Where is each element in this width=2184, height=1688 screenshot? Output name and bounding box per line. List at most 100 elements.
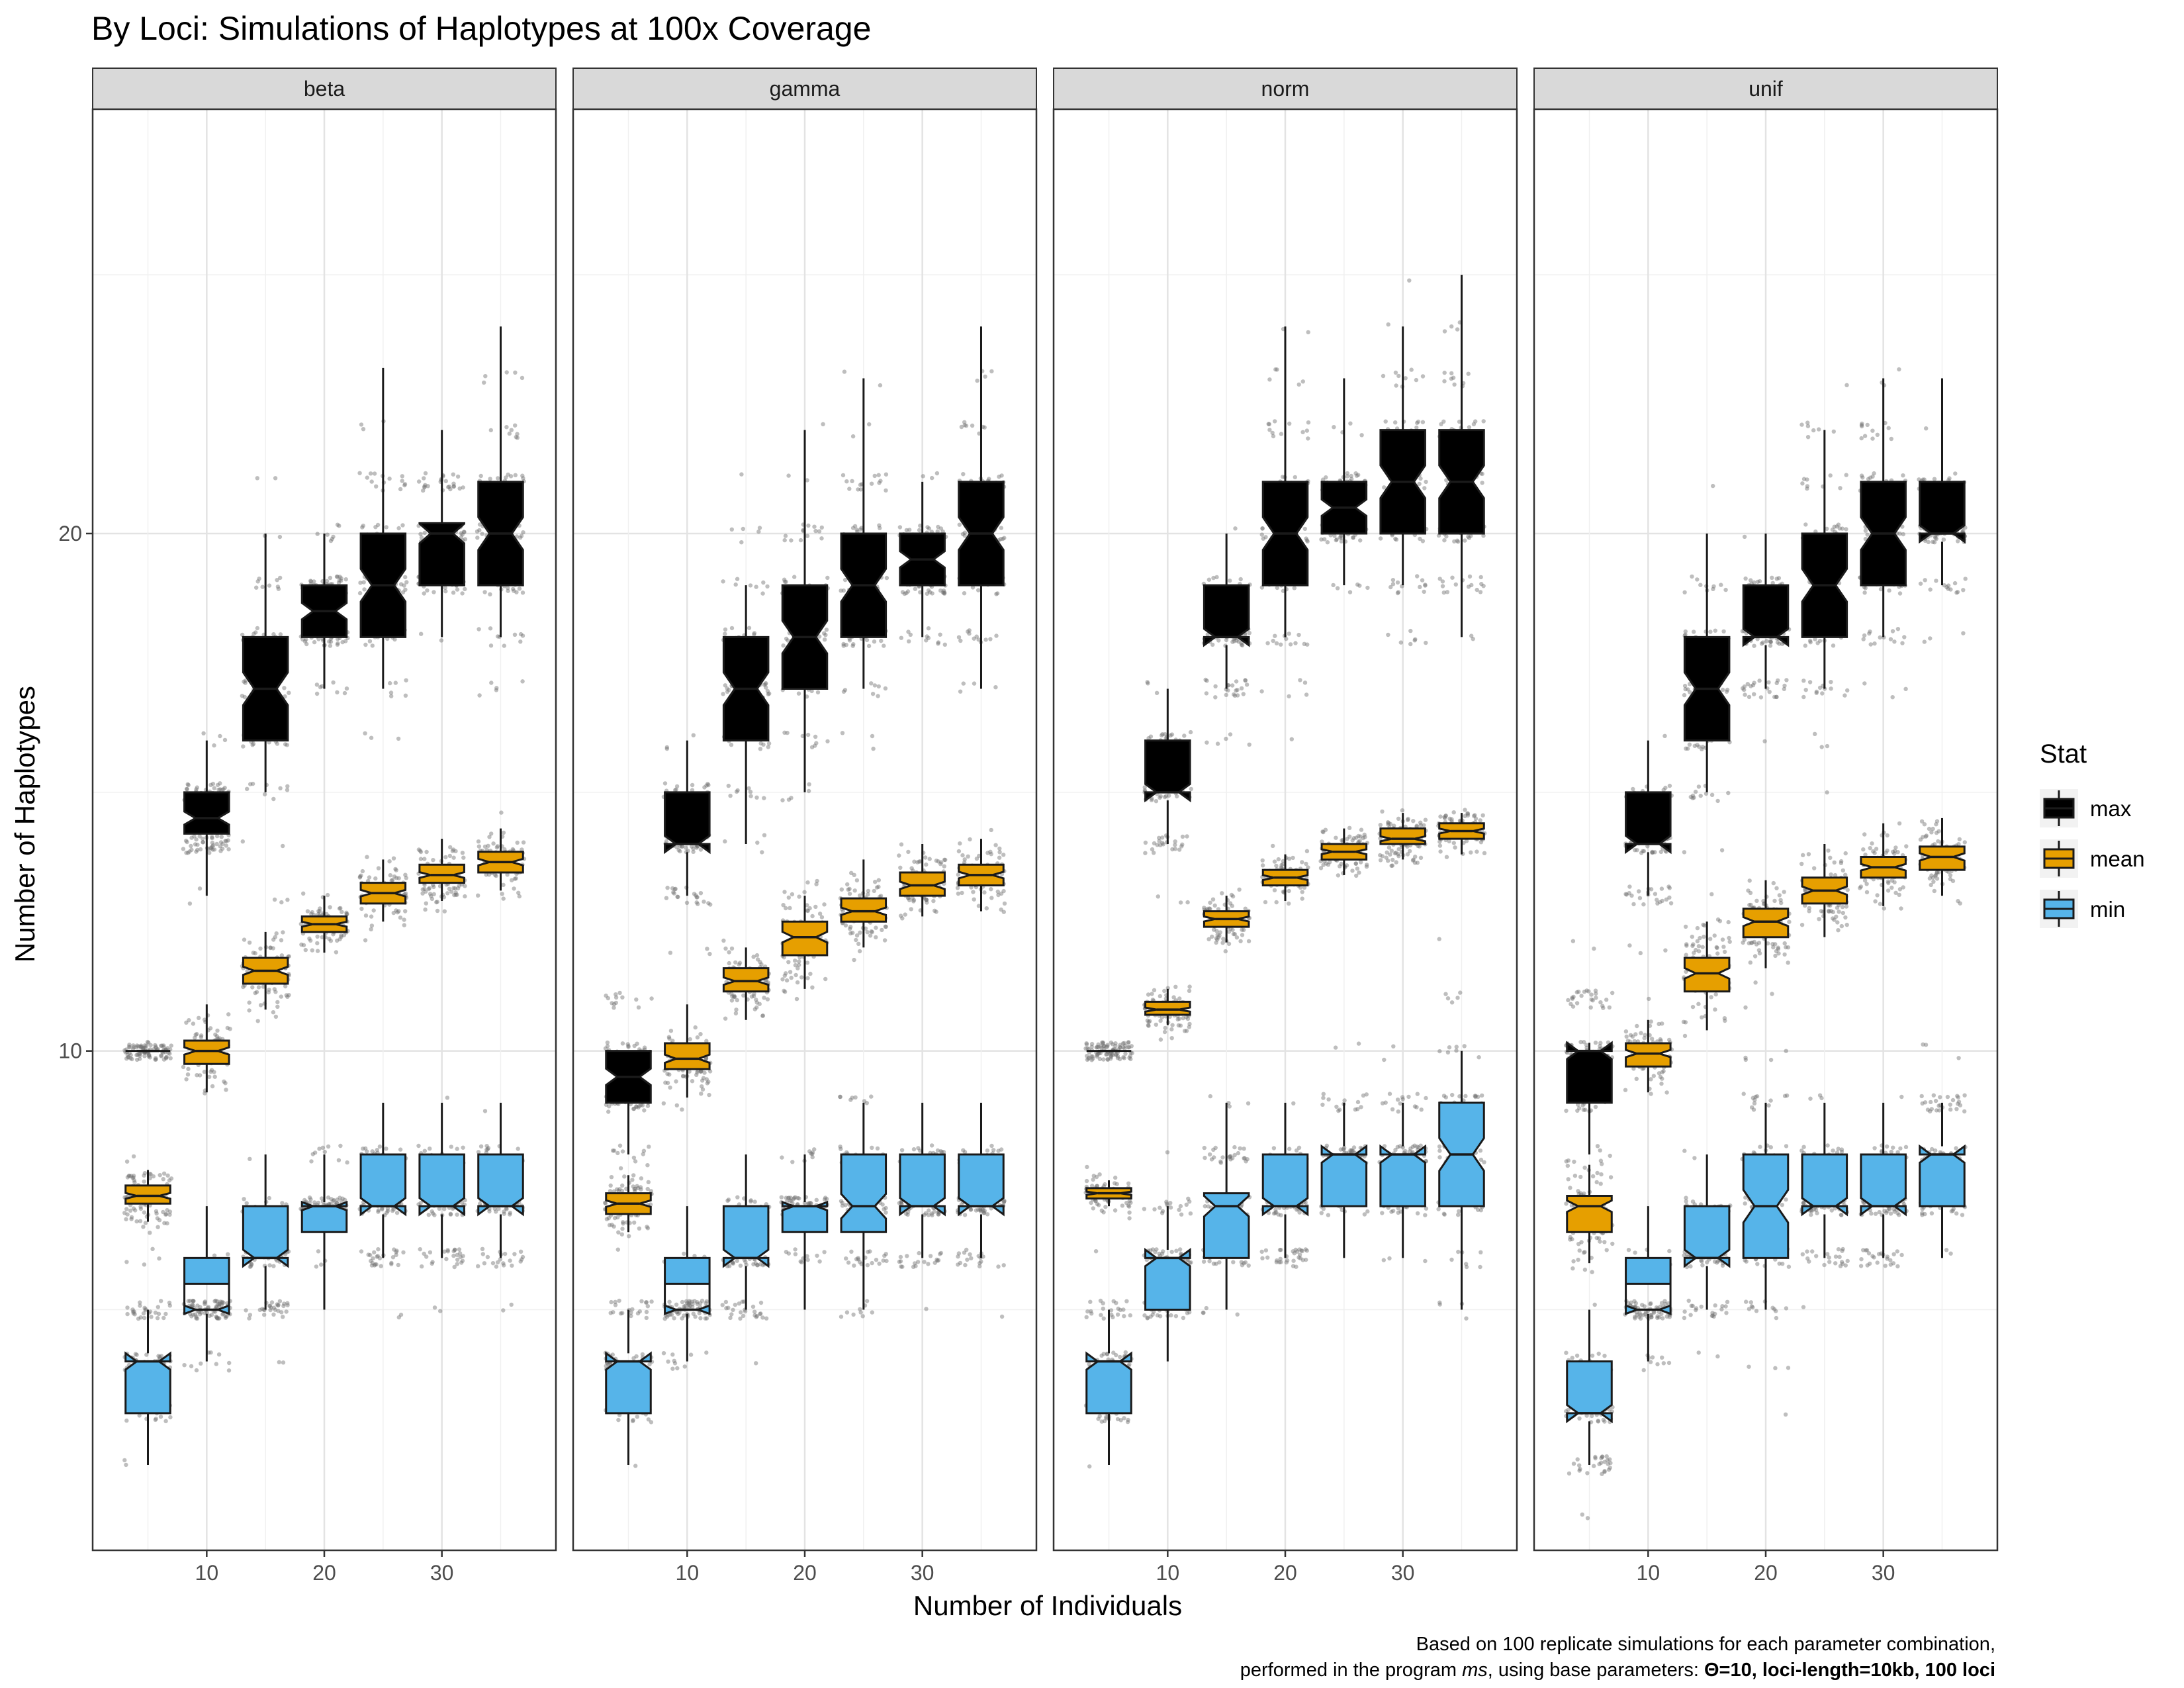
point	[161, 1043, 166, 1048]
point	[161, 1057, 167, 1062]
point	[927, 1208, 931, 1213]
point	[271, 1264, 276, 1268]
point	[521, 530, 525, 535]
point	[1287, 901, 1291, 906]
point	[488, 626, 493, 631]
point	[1226, 929, 1232, 934]
point	[223, 839, 228, 843]
point	[899, 1148, 905, 1152]
point	[337, 524, 341, 528]
point	[1287, 888, 1291, 894]
point	[197, 886, 203, 891]
x-tick-label: 20	[793, 1561, 817, 1585]
point	[754, 1313, 760, 1319]
point	[1382, 485, 1387, 490]
point	[501, 1261, 506, 1266]
point	[1095, 1053, 1099, 1058]
point	[198, 847, 203, 852]
point	[510, 847, 515, 852]
point	[195, 842, 200, 847]
point	[154, 1057, 158, 1062]
point	[142, 1054, 147, 1058]
point	[1103, 1205, 1108, 1209]
point	[187, 1018, 191, 1023]
point	[125, 1305, 130, 1310]
point	[823, 976, 828, 982]
point	[141, 1311, 146, 1316]
point	[509, 428, 514, 432]
point	[478, 1144, 484, 1149]
point	[789, 975, 794, 980]
point	[846, 1260, 851, 1265]
point	[674, 1079, 678, 1084]
point	[488, 643, 494, 648]
point	[476, 893, 480, 898]
point	[124, 1462, 128, 1468]
point	[1273, 419, 1277, 424]
point	[1334, 537, 1339, 542]
point	[688, 1352, 694, 1357]
point	[723, 632, 727, 636]
point	[915, 1260, 921, 1264]
point	[221, 787, 226, 792]
point	[1467, 425, 1472, 430]
point	[167, 1178, 172, 1183]
point	[201, 840, 205, 845]
point	[1289, 737, 1295, 741]
point	[492, 872, 498, 877]
point	[1001, 853, 1006, 857]
point	[729, 946, 735, 951]
point	[400, 523, 405, 528]
point	[764, 1316, 769, 1321]
point	[1408, 628, 1413, 633]
point	[1148, 734, 1154, 739]
point	[451, 484, 457, 489]
point	[793, 962, 798, 968]
point	[424, 849, 429, 855]
point	[844, 643, 848, 647]
point	[376, 1247, 381, 1252]
point	[615, 1247, 620, 1252]
point	[961, 1148, 966, 1152]
point	[841, 689, 846, 694]
point	[874, 935, 878, 940]
point	[139, 1043, 144, 1048]
point	[186, 851, 191, 855]
point	[486, 843, 490, 849]
point	[248, 1264, 253, 1269]
point	[1247, 742, 1251, 747]
point	[245, 786, 250, 792]
point	[396, 736, 401, 741]
point	[334, 950, 339, 955]
point	[181, 1064, 186, 1070]
point	[1002, 901, 1007, 906]
point	[344, 912, 349, 917]
point	[284, 993, 289, 998]
point	[193, 1035, 197, 1040]
point	[334, 574, 340, 579]
point	[854, 878, 860, 883]
point	[501, 830, 506, 835]
point	[515, 840, 520, 845]
point	[361, 580, 366, 585]
point	[858, 1307, 862, 1312]
point	[1463, 538, 1467, 543]
point	[690, 782, 695, 788]
point	[512, 886, 516, 891]
point	[858, 930, 862, 935]
point	[612, 1002, 617, 1007]
point	[1113, 1175, 1118, 1180]
point	[453, 890, 458, 895]
point	[394, 1248, 399, 1253]
point	[277, 534, 283, 539]
point	[518, 632, 523, 637]
point	[148, 1309, 153, 1314]
point	[451, 472, 455, 477]
point	[1302, 680, 1308, 685]
point	[137, 1413, 142, 1418]
point	[273, 990, 278, 994]
point	[504, 425, 509, 430]
point	[142, 1043, 148, 1048]
point	[1386, 632, 1390, 637]
